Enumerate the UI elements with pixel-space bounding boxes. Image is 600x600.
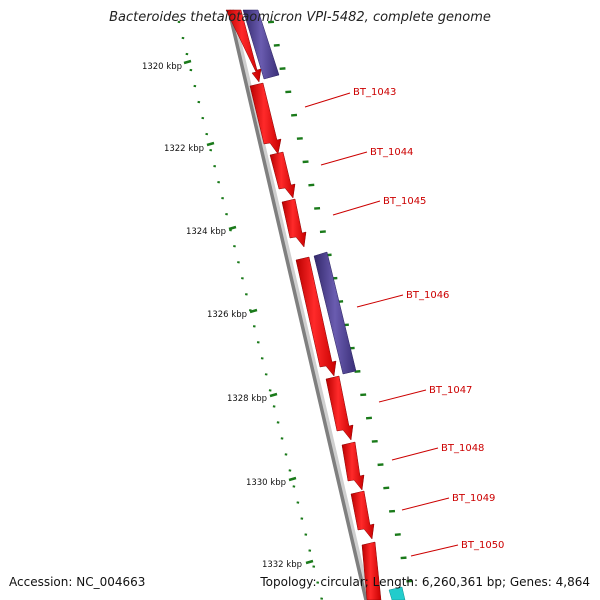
scale-major-tick bbox=[249, 308, 258, 314]
scale-major-tick bbox=[305, 559, 314, 565]
scale-label: 1324 kbp bbox=[186, 227, 226, 237]
scale-label: 1322 kbp bbox=[164, 144, 204, 154]
topology-text: Topology: circular; Length: 6,260,361 bp… bbox=[260, 575, 590, 589]
reverse-gene-top[interactable] bbox=[242, 9, 280, 80]
gene-label-bt1049[interactable]: BT_1049 bbox=[452, 493, 495, 504]
gene-ticks bbox=[267, 20, 413, 583]
reverse-gene-bt1046[interactable] bbox=[313, 251, 357, 375]
backbone-shadow bbox=[228, 9, 371, 600]
gene-label-bt1045[interactable]: BT_1045 bbox=[383, 196, 426, 207]
scale-label: 1320 kbp bbox=[142, 62, 182, 72]
scale-major-tick bbox=[228, 225, 237, 231]
gene-label-bt1048[interactable]: BT_1048 bbox=[441, 443, 484, 454]
label-leader bbox=[356, 294, 404, 308]
forward-gene-top[interactable] bbox=[225, 9, 262, 83]
gene-label-bt1047[interactable]: BT_1047 bbox=[429, 385, 472, 396]
accession-text: Accession: NC_004663 bbox=[9, 575, 146, 589]
label-leader bbox=[320, 151, 368, 166]
scale-label: 1332 kbp bbox=[262, 560, 302, 570]
forward-gene-bt1047[interactable] bbox=[325, 375, 354, 441]
scale-label: 1326 kbp bbox=[207, 310, 247, 320]
forward-gene-bt1050[interactable] bbox=[361, 541, 382, 600]
forward-gene-bt1046[interactable] bbox=[295, 256, 337, 377]
forward-gene-bt1045[interactable] bbox=[281, 198, 307, 248]
map-title: Bacteroides thetaiotaomicron VPI-5482, c… bbox=[109, 10, 491, 25]
gene-label-bt1043[interactable]: BT_1043 bbox=[353, 87, 396, 98]
other-feature[interactable] bbox=[388, 586, 406, 600]
label-leader bbox=[391, 447, 439, 461]
scale-label: 1328 kbp bbox=[227, 394, 267, 404]
scale-major-tick bbox=[206, 141, 215, 147]
forward-gene-bt1043[interactable] bbox=[249, 82, 282, 155]
scale-label: 1330 kbp bbox=[246, 478, 286, 488]
label-leader bbox=[410, 544, 459, 557]
backbone bbox=[227, 9, 368, 600]
gene-label-bt1050[interactable]: BT_1050 bbox=[461, 540, 504, 551]
forward-gene-bt1049[interactable] bbox=[350, 490, 375, 540]
label-leader bbox=[401, 497, 450, 511]
scale-major-tick bbox=[183, 59, 192, 65]
forward-gene-bt1048[interactable] bbox=[341, 441, 365, 491]
scale-major-tick bbox=[269, 392, 278, 398]
scale-major-tick bbox=[288, 476, 297, 482]
label-leader bbox=[332, 200, 381, 216]
gene-label-bt1046[interactable]: BT_1046 bbox=[406, 290, 449, 301]
label-leader bbox=[378, 389, 427, 403]
forward-gene-bt1044[interactable] bbox=[269, 151, 296, 199]
scale-ticks bbox=[177, 20, 324, 600]
label-leader bbox=[304, 92, 351, 108]
gene-label-bt1044[interactable]: BT_1044 bbox=[370, 147, 413, 158]
